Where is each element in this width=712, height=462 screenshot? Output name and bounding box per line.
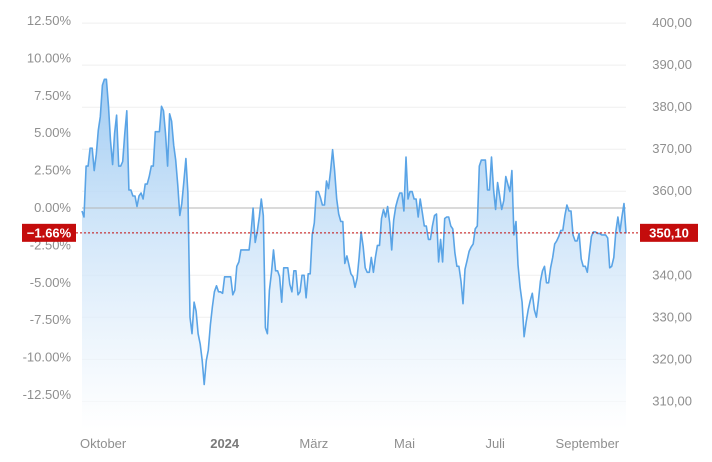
x-tick-label: März [299,436,328,451]
right-axis-ticks: 400,00390,00380,00370,00360,00350,00340,… [652,15,692,408]
left-tick-label: -12.50% [23,387,72,402]
current-value-badges: −1.66% 350,10 [22,223,698,242]
right-tick-label: 340,00 [652,267,692,282]
left-tick-label: 12.50% [27,13,72,28]
percent-badge [22,223,76,242]
x-axis-ticks: Oktober 2024 März Mai Juli September [80,436,620,451]
x-tick-label: Mai [394,436,415,451]
right-tick-label: 370,00 [652,141,692,156]
right-tick-label: 310,00 [652,393,692,408]
right-tick-label: 330,00 [652,309,692,324]
x-tick-label: September [556,436,620,451]
left-tick-label: 10.00% [27,50,72,65]
left-tick-label: 2.50% [34,163,71,178]
percent-badge-label: −1.66% [27,225,72,240]
right-tick-label: 400,00 [652,15,692,30]
price-series-line [81,78,627,386]
price-badge-label: 350,10 [649,225,689,240]
x-tick-label: Oktober [80,436,127,451]
left-tick-label: -5.00% [30,275,72,290]
left-tick-label: -10.00% [23,350,72,365]
left-tick-label: 5.00% [34,125,71,140]
price-badge [640,223,698,242]
left-tick-label: 0.00% [34,200,71,215]
right-tick-label: 360,00 [652,183,692,198]
left-tick-label: -7.50% [30,312,72,327]
left-tick-label: 7.50% [34,88,71,103]
x-tick-label: Juli [485,436,505,451]
right-tick-label: 390,00 [652,57,692,72]
right-tick-label: 380,00 [652,99,692,114]
x-tick-label: 2024 [210,436,240,451]
right-tick-label: 320,00 [652,351,692,366]
price-area-fill [82,79,626,431]
left-axis-ticks: 12.50%10.00%7.50%5.00%2.50%0.00%-2.50%-5… [23,13,72,402]
